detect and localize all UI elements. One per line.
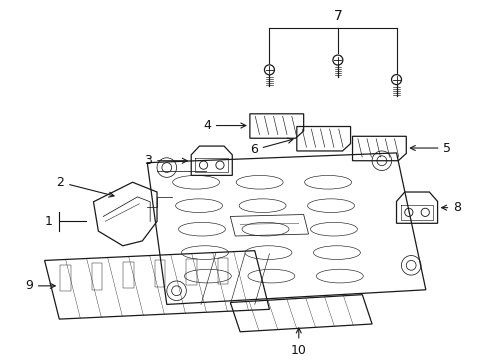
Bar [218,257,228,284]
Text: 7: 7 [334,9,342,23]
Bar [154,260,165,287]
Text: 3: 3 [144,154,187,167]
Text: 6: 6 [250,138,293,157]
Text: 9: 9 [25,279,55,292]
Text: 10: 10 [291,328,307,356]
Text: 5: 5 [410,141,451,154]
Bar [123,262,134,288]
Text: 4: 4 [203,119,246,132]
Bar [186,259,197,285]
Bar [92,264,102,290]
Text: 8: 8 [441,201,461,214]
Text: 2: 2 [56,176,114,197]
Bar [60,265,71,291]
Text: 1: 1 [45,215,52,228]
